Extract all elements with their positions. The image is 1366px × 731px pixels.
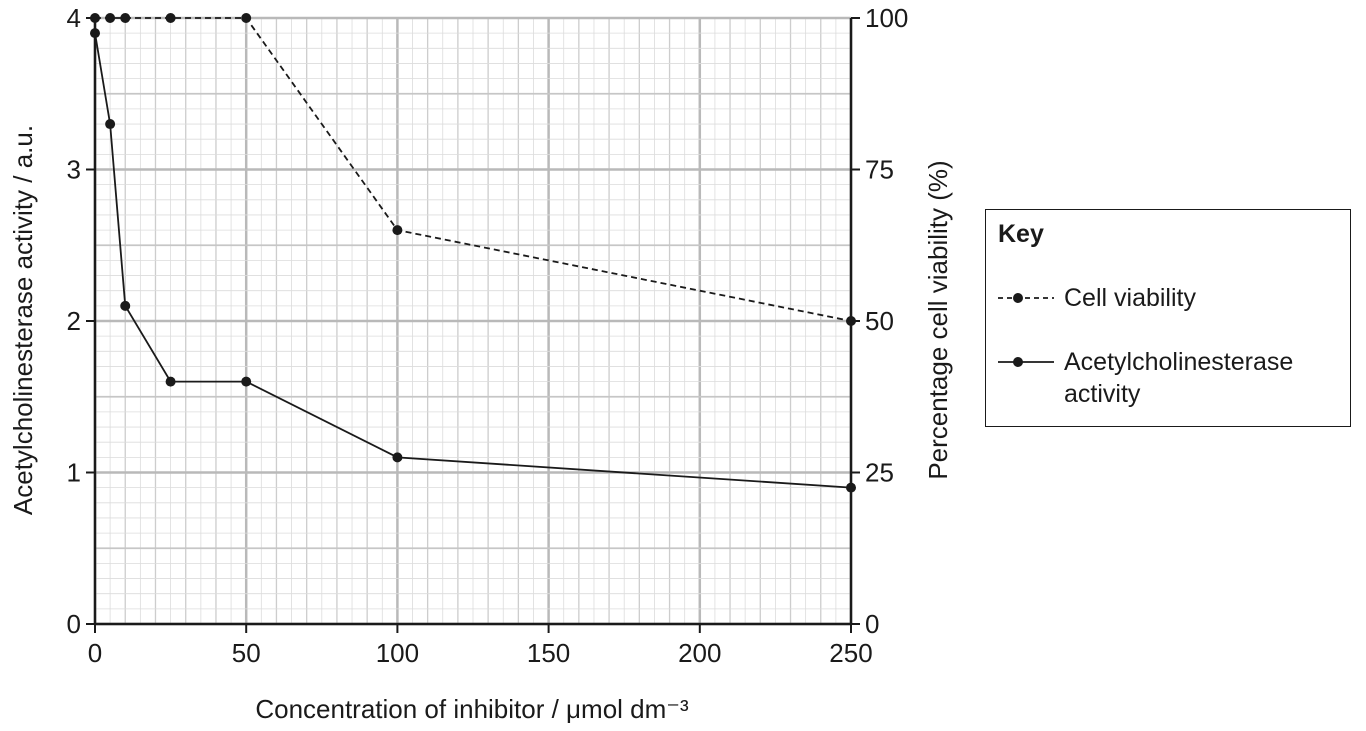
data-point-cell-viability	[392, 225, 403, 236]
legend-label-acetylcholinesterase-2: activity	[1064, 380, 1141, 408]
y-axis-title-right: Percentage cell viability (%)	[923, 160, 953, 479]
x-tick-label: 250	[829, 638, 872, 668]
legend-label-acetylcholinesterase-1: Acetylcholinesterase	[1064, 348, 1294, 376]
data-point-acetylcholinesterase-activity	[120, 300, 131, 311]
y-tick-label-left: 1	[67, 458, 81, 488]
data-point-acetylcholinesterase-activity	[392, 452, 403, 463]
x-tick-label: 200	[678, 638, 721, 668]
data-point-cell-viability	[165, 13, 176, 23]
legend-box: Key Cell viability Acetylcholinesterase …	[985, 209, 1351, 427]
y-tick-label-right: 50	[865, 306, 894, 336]
grid	[93, 16, 853, 626]
data-point-cell-viability	[90, 13, 100, 23]
y-tick-label-right: 25	[865, 458, 894, 488]
y-tick-label-right: 0	[865, 609, 879, 639]
data-point-cell-viability	[846, 316, 856, 326]
data-point-cell-viability	[241, 13, 252, 23]
data-point-acetylcholinesterase-activity	[241, 376, 252, 387]
legend-title: Key	[998, 220, 1044, 248]
data-point-acetylcholinesterase-activity	[846, 482, 856, 493]
x-tick-label: 100	[376, 638, 419, 668]
y-axis-title-left: Acetylcholinesterase activity / a.u.	[8, 125, 38, 515]
x-tick-label: 0	[88, 638, 102, 668]
x-axis-title: Concentration of inhibitor / μmol dm⁻³	[255, 694, 689, 724]
legend-symbol-cell-viability	[998, 293, 1054, 303]
data-point-cell-viability	[120, 13, 131, 23]
legend-label-cell-viability: Cell viability	[1064, 284, 1196, 312]
y-tick-label-left: 0	[67, 609, 81, 639]
x-tick-label: 150	[527, 638, 570, 668]
data-point-acetylcholinesterase-activity	[105, 119, 116, 130]
y-tick-label-right: 75	[865, 155, 894, 185]
legend-symbol-acetylcholinesterase	[998, 357, 1054, 367]
y-tick-label-left: 4	[67, 3, 81, 33]
series	[90, 13, 856, 493]
data-point-cell-viability	[105, 13, 116, 23]
y-tick-label-left: 2	[67, 306, 81, 336]
y-tick-label-left: 3	[67, 155, 81, 185]
data-point-acetylcholinesterase-activity	[165, 376, 176, 387]
data-point-acetylcholinesterase-activity	[90, 28, 100, 39]
y-tick-label-right: 100	[865, 3, 908, 33]
x-tick-label: 50	[232, 638, 261, 668]
